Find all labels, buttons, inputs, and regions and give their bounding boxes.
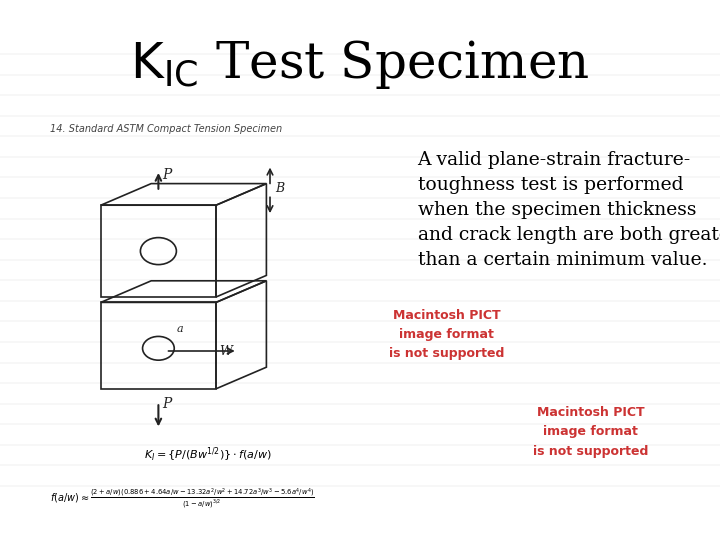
Text: 14. Standard ASTM Compact Tension Specimen: 14. Standard ASTM Compact Tension Specim… xyxy=(50,124,282,134)
Text: Macintosh PICT
image format
is not supported: Macintosh PICT image format is not suppo… xyxy=(533,407,648,457)
Text: W: W xyxy=(220,345,233,358)
Text: P: P xyxy=(162,397,171,411)
Text: a: a xyxy=(176,324,183,334)
Text: Macintosh PICT
image format
is not supported: Macintosh PICT image format is not suppo… xyxy=(389,309,504,360)
Text: $K_I = \{P/(Bw^{1/2})\} \cdot f(a/w)$: $K_I = \{P/(Bw^{1/2})\} \cdot f(a/w)$ xyxy=(144,446,272,464)
Text: A valid plane-strain fracture-
toughness test is performed
when the specimen thi: A valid plane-strain fracture- toughness… xyxy=(418,151,720,269)
Text: P: P xyxy=(162,168,171,183)
Text: $\mathrm{K_{IC}}$ Test Specimen: $\mathrm{K_{IC}}$ Test Specimen xyxy=(130,38,590,91)
Text: B: B xyxy=(275,181,284,195)
Text: $f(a/w) \approx \frac{(2+a/w)(0.886 + 4.64a/w - 13.32a^2/w^2 + 14.72a^3/w^3 - 5.: $f(a/w) \approx \frac{(2+a/w)(0.886 + 4.… xyxy=(50,486,315,510)
